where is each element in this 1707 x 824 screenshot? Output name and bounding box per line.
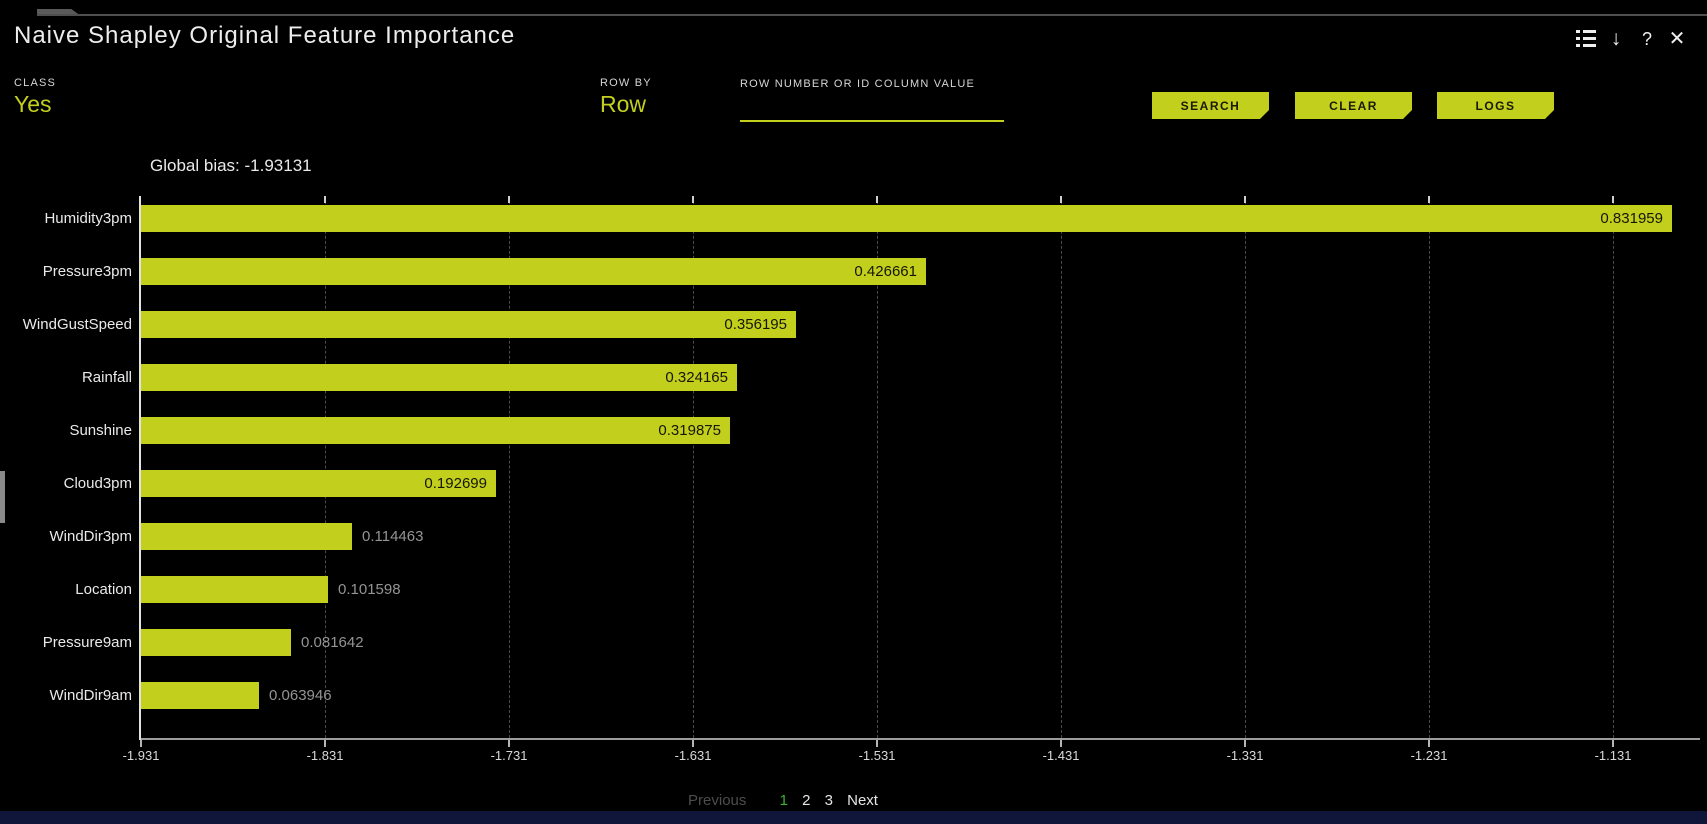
window-top-tab bbox=[37, 9, 81, 16]
feature-label: Sunshine bbox=[69, 422, 132, 439]
y-axis-line bbox=[139, 196, 141, 740]
row-input-label: ROW NUMBER OR ID COLUMN VALUE bbox=[740, 78, 976, 90]
bar-Pressure3pm bbox=[141, 258, 926, 285]
row-by-label: ROW BY bbox=[600, 77, 652, 89]
bar-value: 0.831959 bbox=[1600, 210, 1663, 227]
bar-Humidity3pm bbox=[141, 205, 1672, 232]
axis-top-tick bbox=[876, 196, 878, 203]
bar-value: 0.356195 bbox=[724, 316, 787, 333]
axis-bottom-tick bbox=[1428, 740, 1430, 747]
help-icon[interactable]: ? bbox=[1641, 29, 1652, 49]
bar-value: 0.063946 bbox=[269, 687, 332, 704]
bar-value: 0.081642 bbox=[301, 634, 364, 651]
feature-label: Location bbox=[75, 581, 132, 598]
x-tick-label: -1.731 bbox=[490, 748, 528, 763]
axis-bottom-tick bbox=[692, 740, 694, 747]
scrollbar-thumb[interactable] bbox=[0, 471, 5, 523]
gridline bbox=[325, 196, 326, 738]
bar-value: 0.324165 bbox=[665, 369, 728, 386]
axis-bottom-tick bbox=[140, 740, 142, 747]
pagination: Previous 1 2 3 Next bbox=[683, 792, 883, 809]
x-tick-label: -1.131 bbox=[1594, 748, 1632, 763]
pagination-page-2[interactable]: 2 bbox=[802, 792, 811, 809]
bar-Rainfall bbox=[141, 364, 737, 391]
x-tick-label: -1.631 bbox=[674, 748, 712, 763]
global-bias-title: Global bias: -1.93131 bbox=[150, 156, 312, 175]
feature-label: WindGustSpeed bbox=[22, 316, 132, 333]
bar-WindGustSpeed bbox=[141, 311, 796, 338]
gridline bbox=[1061, 196, 1062, 738]
bar-WindDir3pm bbox=[141, 523, 352, 550]
bar-value: 0.114463 bbox=[362, 528, 424, 545]
bar-value: 0.101598 bbox=[338, 581, 401, 598]
x-tick-label: -1.531 bbox=[858, 748, 896, 763]
x-tick-label: -1.431 bbox=[1042, 748, 1080, 763]
x-tick-label: -1.831 bbox=[306, 748, 344, 763]
gridline bbox=[509, 196, 510, 738]
x-tick-label: -1.931 bbox=[122, 748, 160, 763]
axis-top-tick bbox=[1428, 196, 1430, 203]
axis-bottom-tick bbox=[324, 740, 326, 747]
axis-bottom-tick bbox=[876, 740, 878, 747]
axis-top-tick bbox=[692, 196, 694, 203]
gridline bbox=[877, 196, 878, 738]
bar-Cloud3pm bbox=[141, 470, 496, 497]
class-label: CLASS bbox=[14, 77, 57, 89]
list-icon bbox=[1576, 30, 1596, 47]
feature-label: Rainfall bbox=[81, 369, 132, 386]
axis-top-tick bbox=[1244, 196, 1246, 203]
page-title: Naive Shapley Original Feature Importanc… bbox=[14, 22, 516, 49]
clear-button[interactable]: CLEAR bbox=[1295, 92, 1412, 119]
pagination-page-3[interactable]: 3 bbox=[824, 792, 833, 809]
gridline bbox=[1245, 196, 1246, 738]
feature-label: Pressure9am bbox=[42, 634, 132, 651]
row-number-input[interactable] bbox=[740, 96, 1004, 122]
bar-Location bbox=[141, 576, 328, 603]
gridline bbox=[693, 196, 694, 738]
axis-top-tick bbox=[1612, 196, 1614, 203]
window-top-border bbox=[37, 14, 1707, 16]
axis-bottom-tick bbox=[1244, 740, 1246, 747]
feature-label: Pressure3pm bbox=[42, 263, 132, 280]
pagination-next[interactable]: Next bbox=[847, 792, 878, 809]
display-settings-icon[interactable] bbox=[1574, 26, 1600, 52]
feature-label: WindDir9am bbox=[49, 687, 132, 704]
bar-Sunshine bbox=[141, 417, 730, 444]
axis-bottom-tick bbox=[508, 740, 510, 747]
bar-value: 0.319875 bbox=[658, 422, 721, 439]
axis-top-tick bbox=[1060, 196, 1062, 203]
bottom-edge-strip bbox=[0, 811, 1707, 824]
search-button[interactable]: SEARCH bbox=[1152, 92, 1269, 119]
x-tick-label: -1.231 bbox=[1410, 748, 1448, 763]
feature-label: Cloud3pm bbox=[63, 475, 132, 492]
bar-value: 0.426661 bbox=[854, 263, 917, 280]
x-tick-label: -1.331 bbox=[1226, 748, 1264, 763]
gridline bbox=[1429, 196, 1430, 738]
class-value: Yes bbox=[14, 91, 52, 117]
close-icon[interactable]: ✕ bbox=[1668, 28, 1686, 50]
bar-value: 0.192699 bbox=[424, 475, 487, 492]
axis-bottom-tick bbox=[1060, 740, 1062, 747]
axis-top-tick bbox=[508, 196, 510, 203]
shapley-chart: -1.931 -1.831 -1.731 -1.631 -1.531 -1.431 -1.3… bbox=[22, 196, 1700, 763]
logs-button[interactable]: LOGS bbox=[1437, 92, 1554, 119]
feature-label: Humidity3pm bbox=[44, 210, 132, 227]
feature-label: WindDir3pm bbox=[49, 528, 132, 545]
bar-WindDir9am bbox=[141, 682, 259, 709]
gridline bbox=[1613, 196, 1614, 738]
pagination-previous[interactable]: Previous bbox=[688, 792, 747, 809]
x-axis-line bbox=[139, 738, 1700, 740]
bar-Pressure9am bbox=[141, 629, 291, 656]
axis-top-tick bbox=[324, 196, 326, 203]
axis-bottom-tick bbox=[1612, 740, 1614, 747]
pagination-page-1[interactable]: 1 bbox=[779, 792, 788, 809]
download-icon[interactable]: ↓ bbox=[1610, 27, 1622, 50]
row-by-value[interactable]: Row bbox=[600, 91, 647, 117]
